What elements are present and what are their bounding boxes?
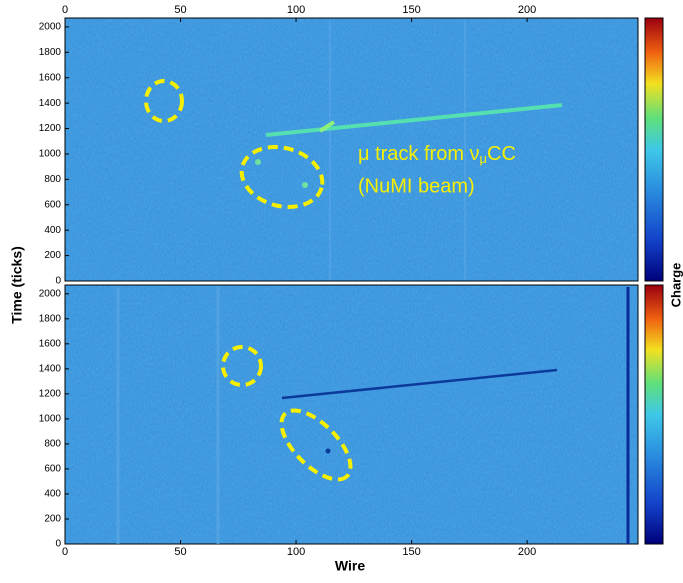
heatmap-noise — [65, 18, 638, 281]
y-tick-label: 800 — [44, 174, 61, 185]
hit — [325, 448, 331, 454]
ellipse — [239, 145, 325, 209]
y-axis-label: Time (ticks) — [9, 246, 25, 324]
y-tick-label: 200 — [44, 514, 61, 525]
y-tick-label: 600 — [44, 464, 61, 475]
x-tick-label: 200 — [518, 4, 536, 16]
y-tick-label: 1800 — [39, 313, 62, 324]
y-tick-label: 1400 — [39, 98, 62, 109]
y-tick-label: 1600 — [39, 72, 62, 83]
plot-frame — [64, 284, 639, 545]
annotation: μ track from νμCC — [358, 143, 516, 166]
ellipse — [144, 79, 184, 123]
x-tick-label: 100 — [287, 546, 305, 558]
hit — [255, 159, 261, 165]
plot-frame — [64, 17, 639, 282]
x-axis-label: Wire — [335, 558, 365, 574]
x-tick-label: 0 — [62, 4, 68, 16]
highlight-ellipses — [144, 79, 353, 482]
x-tick-label: 0 — [62, 546, 68, 558]
muon-track — [281, 368, 558, 400]
top-image-features — [255, 20, 563, 280]
x-tick-label: 100 — [287, 4, 305, 16]
colorbar-label: Charge — [668, 263, 683, 308]
annotation: (NuMI beam) — [358, 175, 475, 197]
x-tick-label: 150 — [402, 546, 420, 558]
colorbar — [644, 284, 664, 545]
hit — [302, 182, 308, 188]
y-tick-label: 400 — [44, 489, 61, 500]
y-tick-label: 1200 — [39, 123, 62, 134]
y-tick-label: 400 — [44, 225, 61, 236]
ellipse — [221, 345, 263, 387]
y-tick-label: 200 — [44, 250, 61, 261]
x-tick-label: 50 — [174, 546, 186, 558]
y-tick-label: 1000 — [39, 414, 62, 425]
x-tick-label: 150 — [402, 4, 420, 16]
y-tick-label: 1200 — [39, 388, 62, 399]
y-tick-label: 600 — [44, 199, 61, 210]
track-feature — [318, 120, 336, 133]
y-tick-label: 0 — [55, 276, 61, 287]
annotation-text: CC — [487, 143, 516, 165]
x-tick-label: 50 — [174, 4, 186, 16]
heatmap-noise — [65, 285, 638, 544]
y-tick-label: 1400 — [39, 363, 62, 374]
y-tick-label: 2000 — [39, 22, 62, 33]
y-tick-label: 2000 — [39, 288, 62, 299]
colorbar — [644, 17, 664, 282]
annotation-text: μ track from ν — [358, 143, 480, 165]
y-tick-label: 0 — [55, 539, 61, 550]
muon-track — [265, 103, 563, 137]
ellipse — [279, 408, 353, 482]
y-tick-label: 1800 — [39, 47, 62, 58]
y-tick-label: 1600 — [39, 338, 62, 349]
y-tick-label: 1000 — [39, 149, 62, 160]
y-tick-label: 800 — [44, 439, 61, 450]
annotation-subscript: μ — [480, 151, 488, 166]
x-tick-label: 200 — [518, 546, 536, 558]
bottom-image-features — [116, 287, 630, 544]
